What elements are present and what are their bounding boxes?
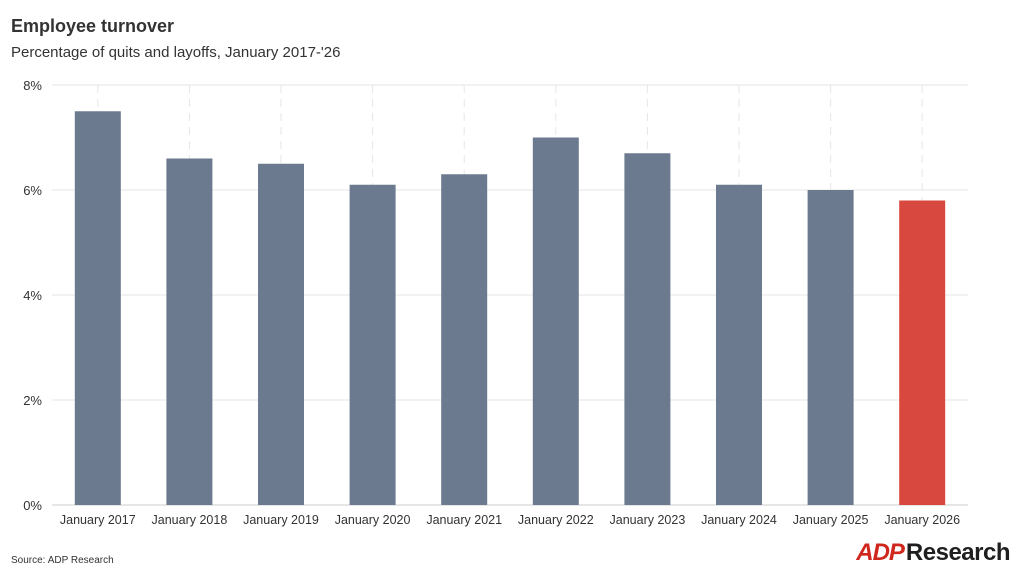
x-tick-label: January 2024	[701, 513, 777, 527]
y-tick-label: 2%	[23, 393, 42, 408]
bar-9	[807, 190, 854, 505]
bar-8	[716, 184, 762, 505]
logo-text: Research	[905, 539, 1011, 566]
y-tick-label: 0%	[23, 498, 42, 513]
x-tick-label: January 2017	[60, 513, 136, 527]
y-tick-label: 6%	[23, 183, 42, 198]
x-tick-label: January 2022	[518, 513, 594, 527]
bar-5	[441, 174, 488, 505]
adp-logo-mark: ADP	[856, 539, 905, 566]
x-tick-label: January 2026	[884, 513, 960, 527]
bar-10	[899, 200, 946, 505]
x-tick-label: January 2021	[426, 513, 502, 527]
x-tick-label: January 2020	[335, 513, 411, 527]
y-tick-label: 4%	[23, 288, 42, 303]
bar-2	[166, 158, 213, 505]
bar-4	[349, 184, 396, 505]
chart-title: Employee turnover	[11, 16, 175, 36]
chart-subtitle: Percentage of quits and layoffs, January…	[11, 44, 341, 61]
bar-7	[624, 153, 671, 505]
bar-3	[258, 163, 304, 505]
x-tick-label: January 2023	[610, 513, 686, 527]
source-note: Source: ADP Research	[11, 555, 114, 566]
bar-6	[532, 137, 579, 505]
x-tick-label: January 2025	[793, 513, 869, 527]
x-tick-label: January 2018	[152, 513, 228, 527]
adp-research-logo: ADP Research	[856, 539, 1010, 567]
bar-1	[74, 111, 121, 505]
x-tick-label: January 2019	[243, 513, 319, 527]
y-tick-label: 8%	[23, 78, 42, 93]
